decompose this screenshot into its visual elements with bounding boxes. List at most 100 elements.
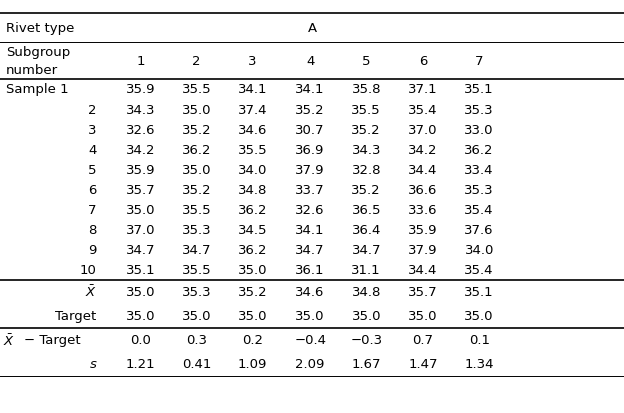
Text: 36.2: 36.2 bbox=[238, 244, 268, 256]
Text: 35.9: 35.9 bbox=[408, 223, 438, 236]
Text: 5: 5 bbox=[362, 55, 371, 68]
Text: 34.4: 34.4 bbox=[408, 263, 438, 276]
Text: 34.7: 34.7 bbox=[295, 244, 325, 256]
Text: 35.5: 35.5 bbox=[351, 103, 381, 116]
Text: 36.2: 36.2 bbox=[238, 204, 268, 216]
Text: 35.1: 35.1 bbox=[464, 83, 494, 96]
Text: 0.0: 0.0 bbox=[130, 333, 151, 347]
Text: Sample 1: Sample 1 bbox=[6, 83, 69, 96]
Text: 35.3: 35.3 bbox=[464, 183, 494, 196]
Text: 35.0: 35.0 bbox=[125, 285, 155, 299]
Text: 36.9: 36.9 bbox=[295, 143, 325, 156]
Text: 35.0: 35.0 bbox=[125, 309, 155, 323]
Text: 34.6: 34.6 bbox=[238, 123, 268, 136]
Text: 35.4: 35.4 bbox=[464, 263, 494, 276]
Text: 34.0: 34.0 bbox=[238, 164, 268, 176]
Text: 37.9: 37.9 bbox=[295, 164, 325, 176]
Text: 35.9: 35.9 bbox=[125, 164, 155, 176]
Text: 35.2: 35.2 bbox=[351, 123, 381, 136]
Text: 3: 3 bbox=[248, 55, 257, 68]
Text: Rivet type: Rivet type bbox=[6, 22, 75, 35]
Text: 35.4: 35.4 bbox=[408, 103, 438, 116]
Text: 9: 9 bbox=[89, 244, 97, 256]
Text: 35.0: 35.0 bbox=[295, 309, 325, 323]
Text: −0.3: −0.3 bbox=[350, 333, 383, 347]
Text: 1.09: 1.09 bbox=[238, 357, 268, 370]
Text: 34.2: 34.2 bbox=[125, 143, 155, 156]
Text: 34.0: 34.0 bbox=[464, 244, 494, 256]
Text: 33.4: 33.4 bbox=[464, 164, 494, 176]
Text: 35.1: 35.1 bbox=[464, 285, 494, 299]
Text: 0.41: 0.41 bbox=[182, 357, 212, 370]
Text: 35.2: 35.2 bbox=[182, 123, 212, 136]
Text: 6: 6 bbox=[419, 55, 427, 68]
Text: Subgroup: Subgroup bbox=[6, 45, 71, 59]
Text: 35.8: 35.8 bbox=[351, 83, 381, 96]
Text: 35.7: 35.7 bbox=[408, 285, 438, 299]
Text: 34.4: 34.4 bbox=[408, 164, 438, 176]
Text: 1.67: 1.67 bbox=[351, 357, 381, 370]
Text: 35.0: 35.0 bbox=[182, 309, 212, 323]
Text: 34.8: 34.8 bbox=[351, 285, 381, 299]
Text: 34.2: 34.2 bbox=[408, 143, 438, 156]
Text: 0.3: 0.3 bbox=[186, 333, 207, 347]
Text: A: A bbox=[308, 22, 316, 35]
Text: 0.1: 0.1 bbox=[469, 333, 490, 347]
Text: 35.0: 35.0 bbox=[238, 309, 268, 323]
Text: 36.4: 36.4 bbox=[351, 223, 381, 236]
Text: 2: 2 bbox=[192, 55, 201, 68]
Text: 35.0: 35.0 bbox=[238, 263, 268, 276]
Text: 34.6: 34.6 bbox=[295, 285, 325, 299]
Text: 31.1: 31.1 bbox=[351, 263, 381, 276]
Text: 7: 7 bbox=[475, 55, 484, 68]
Text: 30.7: 30.7 bbox=[295, 123, 325, 136]
Text: 33.6: 33.6 bbox=[408, 204, 438, 216]
Text: 6: 6 bbox=[89, 183, 97, 196]
Text: 35.7: 35.7 bbox=[125, 183, 155, 196]
Text: 34.1: 34.1 bbox=[295, 83, 325, 96]
Text: 35.5: 35.5 bbox=[182, 83, 212, 96]
Text: 35.0: 35.0 bbox=[182, 103, 212, 116]
Text: 35.0: 35.0 bbox=[125, 204, 155, 216]
Text: 35.2: 35.2 bbox=[238, 285, 268, 299]
Text: 33.7: 33.7 bbox=[295, 183, 325, 196]
Text: 2.09: 2.09 bbox=[295, 357, 325, 370]
Text: 34.3: 34.3 bbox=[351, 143, 381, 156]
Text: 36.6: 36.6 bbox=[408, 183, 438, 196]
Text: 32.6: 32.6 bbox=[295, 204, 325, 216]
Text: 35.9: 35.9 bbox=[125, 83, 155, 96]
Text: 34.3: 34.3 bbox=[125, 103, 155, 116]
Text: 35.5: 35.5 bbox=[238, 143, 268, 156]
Text: $\bar{X}$: $\bar{X}$ bbox=[85, 284, 97, 300]
Text: 35.2: 35.2 bbox=[182, 183, 212, 196]
Text: 36.5: 36.5 bbox=[351, 204, 381, 216]
Text: 37.0: 37.0 bbox=[125, 223, 155, 236]
Text: 4: 4 bbox=[306, 55, 314, 68]
Text: 35.5: 35.5 bbox=[182, 204, 212, 216]
Text: s: s bbox=[90, 357, 97, 370]
Text: $\bar{X}$: $\bar{X}$ bbox=[3, 332, 15, 348]
Text: 35.1: 35.1 bbox=[125, 263, 155, 276]
Text: 37.6: 37.6 bbox=[464, 223, 494, 236]
Text: 35.2: 35.2 bbox=[351, 183, 381, 196]
Text: 35.0: 35.0 bbox=[351, 309, 381, 323]
Text: 35.4: 35.4 bbox=[464, 204, 494, 216]
Text: 7: 7 bbox=[88, 204, 97, 216]
Text: 35.2: 35.2 bbox=[295, 103, 325, 116]
Text: 35.3: 35.3 bbox=[182, 223, 212, 236]
Text: − Target: − Target bbox=[24, 333, 80, 347]
Text: 35.3: 35.3 bbox=[182, 285, 212, 299]
Text: 37.9: 37.9 bbox=[408, 244, 438, 256]
Text: 0.7: 0.7 bbox=[412, 333, 434, 347]
Text: 1.34: 1.34 bbox=[464, 357, 494, 370]
Text: 36.1: 36.1 bbox=[295, 263, 325, 276]
Text: 34.1: 34.1 bbox=[238, 83, 268, 96]
Text: −0.4: −0.4 bbox=[294, 333, 326, 347]
Text: number: number bbox=[6, 64, 59, 77]
Text: 35.0: 35.0 bbox=[182, 164, 212, 176]
Text: 37.4: 37.4 bbox=[238, 103, 268, 116]
Text: 5: 5 bbox=[88, 164, 97, 176]
Text: 36.2: 36.2 bbox=[464, 143, 494, 156]
Text: 34.5: 34.5 bbox=[238, 223, 268, 236]
Text: 34.7: 34.7 bbox=[125, 244, 155, 256]
